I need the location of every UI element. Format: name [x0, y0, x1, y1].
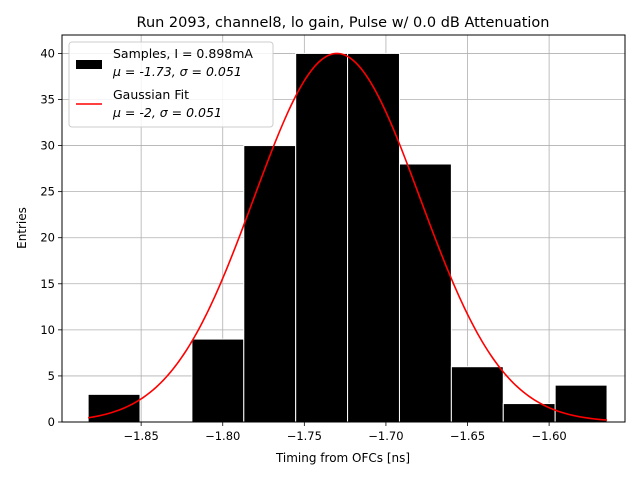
x-tick-label: −1.65 [450, 429, 485, 443]
y-tick-label: 20 [40, 231, 55, 245]
histogram-bar [398, 163, 452, 423]
histogram-bar [295, 52, 349, 423]
y-tick-label: 15 [40, 277, 55, 291]
y-tick-label: 25 [40, 185, 55, 199]
legend-box [68, 41, 274, 128]
y-axis-label: Entries [15, 207, 29, 249]
histogram-bar [87, 393, 141, 423]
histogram-bar [243, 145, 297, 423]
legend-samples-label: Samples, I = 0.898mA [113, 46, 253, 61]
gaussian-fit-curve [87, 52, 608, 421]
x-tick-label: −1.75 [287, 429, 322, 443]
x-tick-label: −1.60 [531, 429, 566, 443]
legend-samples-stats: μ = -1.73, σ = 0.051 [112, 64, 242, 79]
x-tick-label: −1.70 [368, 429, 403, 443]
histogram-bar [554, 384, 608, 423]
histogram-bar [191, 338, 245, 423]
legend-fit-label: Gaussian Fit [113, 87, 189, 102]
legend: Samples, I = 0.898mA μ = -1.73, σ = 0.05… [68, 41, 274, 128]
histogram-bar [450, 366, 504, 423]
y-tick-label: 10 [40, 323, 55, 337]
histogram-bars [87, 52, 608, 423]
x-tick-label: −1.85 [124, 429, 159, 443]
y-tick-label: 30 [40, 139, 55, 153]
y-tick-label: 35 [40, 93, 55, 107]
plot-frame [61, 34, 626, 423]
x-tick-label: −1.80 [205, 429, 240, 443]
y-axis-ticks: 0 5 10 15 20 25 30 35 40 [40, 46, 62, 429]
legend-fit-stats: μ = -2, σ = 0.051 [112, 105, 222, 120]
x-axis-label: Timing from OFCs [ns] [275, 451, 410, 465]
y-tick-label: 5 [48, 369, 55, 383]
y-tick-label: 40 [40, 46, 55, 60]
chart-title: Run 2093, channel8, lo gain, Pulse w/ 0.… [137, 15, 550, 31]
x-axis-ticks: −1.85 −1.80 −1.75 −1.70 −1.65 −1.60 [124, 422, 567, 443]
legend-samples-swatch [76, 60, 102, 69]
histogram-bar [347, 52, 400, 423]
y-tick-label: 0 [48, 415, 55, 429]
